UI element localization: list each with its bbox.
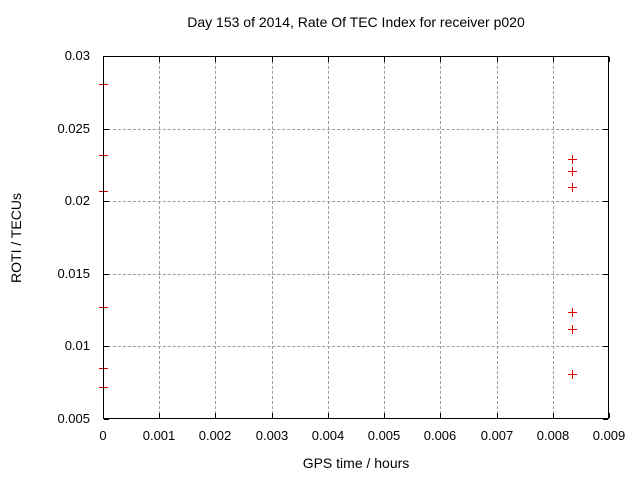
x-tick-mark-top [384, 57, 385, 62]
x-tick-label: 0.005 [367, 428, 401, 443]
marker-vertical-stroke [572, 325, 573, 334]
x-tick-label: 0.004 [311, 428, 345, 443]
x-tick-mark-bottom [440, 413, 441, 418]
data-point-marker [568, 167, 577, 176]
y-tick-mark-left [104, 56, 109, 57]
x-tick-mark-top [553, 57, 554, 62]
data-point-marker [568, 325, 577, 334]
x-tick-label: 0 [99, 428, 107, 443]
y-tick-mark-left [104, 419, 109, 420]
x-tick-mark-top [215, 57, 216, 62]
x-tick-mark-bottom [384, 413, 385, 418]
data-point-marker [568, 155, 577, 164]
marker-vertical-stroke [572, 308, 573, 317]
x-tick-mark-top [159, 57, 160, 62]
y-tick-label: 0.025 [57, 121, 90, 136]
x-tick-mark-top [440, 57, 441, 62]
x-tick-label: 0.002 [198, 428, 232, 443]
x-axis-label: GPS time / hours [302, 455, 410, 471]
gridline-horizontal [103, 346, 609, 347]
y-tick-mark-right [603, 56, 608, 57]
y-tick-mark-right [603, 201, 608, 202]
y-tick-mark-right [603, 346, 608, 347]
x-tick-mark-top [272, 57, 273, 62]
gridline-horizontal [103, 129, 609, 130]
gridline-vertical [553, 56, 554, 419]
marker-vertical-stroke [572, 167, 573, 176]
x-tick-label: 0.008 [536, 428, 570, 443]
x-tick-label: 0.006 [423, 428, 457, 443]
y-tick-mark-left [104, 274, 109, 275]
x-tick-mark-top [103, 57, 104, 62]
plot-area [99, 56, 610, 420]
chart-title: Day 153 of 2014, Rate Of TEC Index for r… [187, 14, 525, 30]
x-tick-label: 0.003 [255, 428, 289, 443]
x-tick-mark-top [328, 57, 329, 62]
x-tick-mark-bottom [159, 413, 160, 418]
gridline-vertical [215, 56, 216, 419]
x-tick-mark-bottom [328, 413, 329, 418]
x-tick-mark-bottom [215, 413, 216, 418]
gridline-horizontal [103, 201, 609, 202]
x-tick-mark-bottom [497, 413, 498, 418]
gridline-vertical [440, 56, 441, 419]
x-tick-label: 0.009 [592, 428, 626, 443]
y-tick-mark-right [603, 419, 608, 420]
marker-vertical-stroke [572, 370, 573, 379]
marker-vertical-stroke [572, 183, 573, 192]
y-tick-mark-right [603, 129, 608, 130]
x-tick-label: 0.007 [480, 428, 514, 443]
data-point-marker [568, 370, 577, 379]
x-tick-mark-bottom [272, 413, 273, 418]
data-point-marker [568, 308, 577, 317]
gridline-vertical [159, 56, 160, 419]
x-tick-mark-top [497, 57, 498, 62]
plot-border [103, 56, 609, 419]
y-tick-mark-right [603, 274, 608, 275]
gridline-vertical [384, 56, 385, 419]
x-tick-mark-top [609, 57, 610, 62]
y-tick-label: 0.015 [57, 266, 90, 281]
gridline-horizontal [103, 274, 609, 275]
gridline-vertical [328, 56, 329, 419]
gridline-vertical [272, 56, 273, 419]
y-tick-label: 0.005 [57, 411, 90, 426]
y-tick-mark-left [104, 129, 109, 130]
data-point-marker [568, 183, 577, 192]
y-tick-mark-left [104, 346, 109, 347]
y-tick-label: 0.03 [64, 48, 90, 63]
x-tick-mark-bottom [609, 413, 610, 418]
marker-vertical-stroke [572, 155, 573, 164]
x-tick-mark-bottom [103, 413, 104, 418]
y-tick-label: 0.02 [64, 193, 90, 208]
x-tick-mark-bottom [553, 413, 554, 418]
gridline-vertical [497, 56, 498, 419]
y-tick-mark-left [104, 201, 109, 202]
x-tick-label: 0.001 [142, 428, 176, 443]
y-tick-label: 0.01 [64, 338, 90, 353]
